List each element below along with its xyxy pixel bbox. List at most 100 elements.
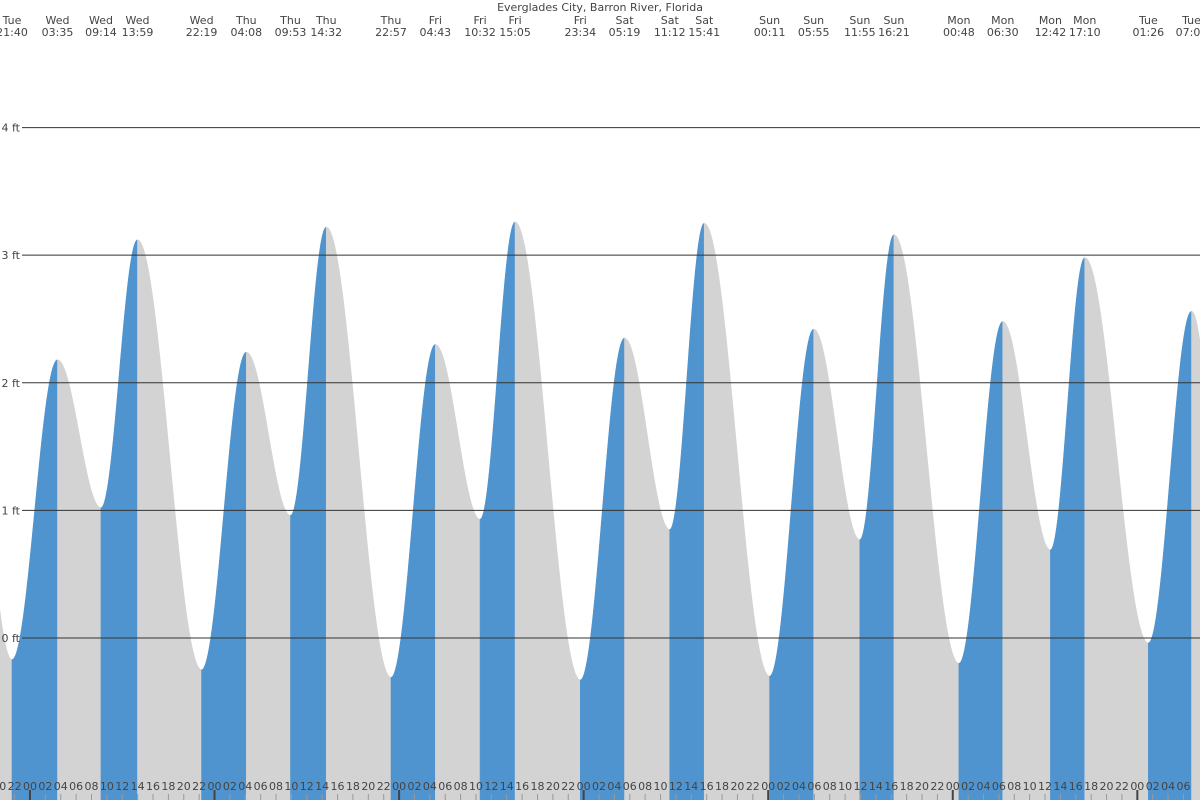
event-day: Mon — [1073, 14, 1096, 27]
tide-segment — [390, 344, 436, 800]
x-tick-label: 16 — [515, 780, 529, 793]
x-tick-label: 06 — [1176, 780, 1190, 793]
tide-segment — [703, 222, 770, 800]
tide-segment — [1002, 321, 1051, 800]
x-tick-label: 06 — [807, 780, 821, 793]
event-day: Mon — [947, 14, 970, 27]
tide-segment — [0, 610, 13, 800]
x-tick-label: 02 — [777, 780, 791, 793]
event-day: Thu — [235, 14, 257, 27]
event-day: Mon — [991, 14, 1014, 27]
event-day: Tue — [1138, 14, 1158, 27]
x-tick-label: 12 — [484, 780, 498, 793]
event-time: 10:32 — [464, 26, 496, 39]
tide-segment — [246, 351, 291, 800]
x-tick-label: 04 — [54, 780, 68, 793]
x-tick-label: 20 — [730, 780, 744, 793]
event-day: Fri — [574, 14, 587, 27]
event-day: Sun — [883, 14, 904, 27]
tide-segment — [1050, 257, 1086, 800]
x-tick-label: 12 — [669, 780, 683, 793]
event-day: Wed — [46, 14, 70, 27]
x-tick-label: 22 — [192, 780, 206, 793]
x-tick-label: 18 — [1084, 780, 1098, 793]
y-tick-label: 0 ft — [2, 632, 21, 645]
event-time: 11:12 — [654, 26, 686, 39]
x-tick-label: 14 — [1053, 780, 1067, 793]
tide-segment — [580, 337, 625, 800]
event-day: Thu — [380, 14, 402, 27]
event-day: Sun — [849, 14, 870, 27]
x-tick-label: 06 — [623, 780, 637, 793]
y-tick-label: 2 ft — [2, 377, 21, 390]
event-day: Tue — [1181, 14, 1200, 27]
event-time: 22:57 — [375, 26, 407, 39]
x-tick-label: 16 — [1069, 780, 1083, 793]
x-tick-label: 14 — [869, 780, 883, 793]
event-time: 05:55 — [798, 26, 830, 39]
x-tick-label: 18 — [531, 780, 545, 793]
event-day: Sun — [803, 14, 824, 27]
event-day: Sun — [759, 14, 780, 27]
event-time: 05:19 — [609, 26, 641, 39]
y-tick-label: 1 ft — [2, 504, 21, 517]
tide-segment — [769, 328, 814, 800]
event-day: Wed — [89, 14, 113, 27]
x-tick-label: 10 — [838, 780, 852, 793]
tide-segment — [57, 359, 102, 800]
tide-segment — [100, 239, 138, 800]
x-tick-label: 08 — [269, 780, 283, 793]
x-tick-label: 18 — [715, 780, 729, 793]
chart-title: Everglades City, Barron River, Florida — [497, 1, 703, 14]
event-time: 00:11 — [754, 26, 786, 39]
x-tick-label: 22 — [930, 780, 944, 793]
x-tick-label: 20 — [361, 780, 375, 793]
event-time: 13:59 — [122, 26, 154, 39]
x-tick-label: 02 — [38, 780, 52, 793]
y-tick-label: 4 ft — [2, 122, 21, 135]
event-day: Tue — [2, 14, 22, 27]
x-tick-label: 12 — [853, 780, 867, 793]
x-tick-label: 18 — [161, 780, 175, 793]
x-tick-label: 04 — [977, 780, 991, 793]
event-day: Mon — [1039, 14, 1062, 27]
event-time: 23:34 — [564, 26, 596, 39]
x-tick-label: 04 — [423, 780, 437, 793]
grid — [14, 127, 1200, 800]
tide-segment — [290, 226, 327, 800]
event-time: 00:48 — [943, 26, 975, 39]
x-tick-label: 12 — [115, 780, 129, 793]
x-tick-label: 06 — [69, 780, 83, 793]
tide-segment — [813, 328, 861, 800]
x-tick-label: 04 — [607, 780, 621, 793]
tide-segment — [11, 359, 58, 800]
x-tick-label: 20 — [915, 780, 929, 793]
tide-segment — [325, 226, 392, 800]
x-tick-label: 20 — [546, 780, 560, 793]
x-tick-label: 02 — [1146, 780, 1160, 793]
event-day: Fri — [474, 14, 487, 27]
event-time: 16:21 — [878, 26, 910, 39]
tide-segment — [893, 234, 960, 800]
tide-segment — [1084, 257, 1149, 800]
event-time: 01:26 — [1132, 26, 1164, 39]
x-tick-label: 20 — [177, 780, 191, 793]
event-time: 21:40 — [0, 26, 28, 39]
x-tick-label: 16 — [146, 780, 160, 793]
x-tick-label: 00 — [577, 780, 591, 793]
event-day: Sat — [616, 14, 635, 27]
event-time: 09:14 — [85, 26, 117, 39]
tide-segment — [669, 222, 705, 800]
event-time: 11:55 — [844, 26, 876, 39]
x-tick-label: 16 — [331, 780, 345, 793]
x-tick-label: 08 — [638, 780, 652, 793]
event-day: Thu — [279, 14, 301, 27]
x-tick-label: 02 — [223, 780, 237, 793]
event-day: Sat — [661, 14, 680, 27]
x-tick-label: 18 — [346, 780, 360, 793]
x-tick-label: 22 — [377, 780, 391, 793]
tide-segment — [958, 321, 1004, 800]
x-tick-label: 00 — [1130, 780, 1144, 793]
